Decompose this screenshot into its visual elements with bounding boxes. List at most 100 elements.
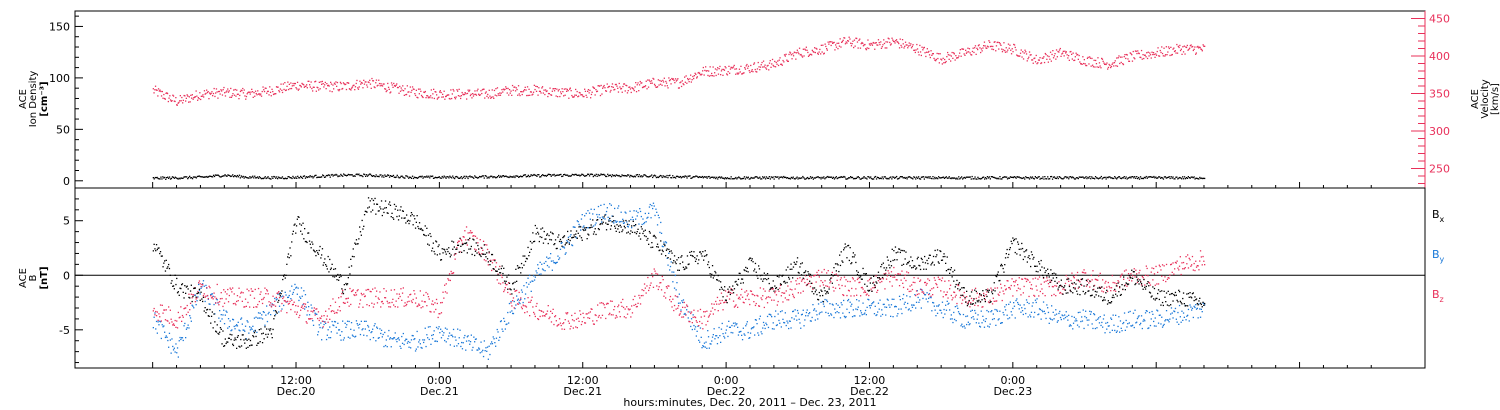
bz-point (336, 312, 338, 314)
density-point (845, 178, 847, 180)
velocity-point (262, 86, 264, 88)
velocity-point (477, 88, 479, 90)
density-point (635, 174, 637, 176)
velocity-point (318, 89, 320, 91)
bz-point (917, 277, 919, 279)
bz-point (176, 327, 179, 329)
density-point (1121, 177, 1123, 179)
velocity-point (607, 86, 609, 89)
by-point (557, 255, 559, 257)
by-point (455, 339, 457, 341)
velocity-point (751, 69, 753, 71)
by-point (656, 224, 659, 226)
by-point (357, 324, 359, 326)
bz-point (560, 324, 562, 327)
density-point (785, 177, 788, 179)
velocity-point (269, 91, 272, 93)
bz-point (448, 279, 450, 281)
by-point (851, 303, 853, 305)
by-point (287, 296, 289, 299)
by-point (588, 227, 590, 229)
density-point (462, 176, 464, 179)
by-point (880, 315, 882, 317)
velocity-point (406, 85, 408, 87)
velocity-point (269, 86, 271, 88)
velocity-point (599, 94, 602, 97)
by-point (421, 347, 423, 349)
by-point (610, 204, 612, 206)
bz-point (768, 290, 770, 292)
bz-point (735, 304, 737, 306)
by-point (164, 336, 167, 339)
density-point (498, 174, 500, 177)
bz-point (639, 303, 642, 305)
by-point (495, 345, 497, 347)
bz-point (1051, 294, 1053, 297)
bz-point (991, 289, 993, 291)
velocity-point (163, 97, 166, 100)
bz-point (554, 315, 557, 317)
velocity-point (184, 95, 186, 97)
bz-point (794, 288, 796, 290)
by-point (448, 335, 450, 337)
by-point (205, 284, 207, 287)
density-point (1079, 176, 1081, 178)
by-point (954, 306, 956, 308)
density-point (1088, 177, 1090, 179)
velocity-point (1011, 48, 1013, 50)
velocity-point (839, 38, 841, 40)
density-point (772, 176, 774, 178)
by-point (560, 242, 562, 244)
by-point (544, 270, 546, 272)
bz-point (974, 287, 977, 289)
density-point (285, 178, 287, 180)
by-point (1025, 312, 1027, 315)
density-point (1148, 176, 1150, 178)
by-point (312, 324, 315, 326)
by-point (1178, 323, 1180, 325)
velocity-point (254, 90, 257, 92)
density-point (422, 177, 424, 179)
density-point (468, 176, 470, 178)
by-point (1168, 321, 1170, 323)
velocity-point (1035, 54, 1037, 57)
by-point (877, 311, 879, 313)
velocity-point (1119, 56, 1122, 58)
velocity-point (440, 91, 442, 94)
density-point (766, 177, 769, 179)
density-point (743, 176, 746, 178)
by-point (1169, 318, 1171, 320)
bz-point (411, 301, 413, 304)
by-point (755, 319, 757, 321)
density-point (1105, 178, 1107, 180)
velocity-point (1198, 47, 1200, 49)
velocity-point (206, 91, 209, 94)
density-point (1065, 176, 1067, 178)
bz-point (342, 289, 344, 291)
by-point (244, 330, 246, 332)
density-point (508, 176, 510, 179)
density-point (263, 177, 265, 179)
bz-point (728, 290, 730, 292)
bz-point (816, 271, 818, 274)
by-point (340, 339, 342, 341)
by-point (687, 317, 689, 319)
by-point (227, 327, 229, 329)
by-point (432, 334, 434, 336)
density-point (398, 177, 400, 179)
velocity-point (612, 86, 614, 88)
by-point (898, 308, 900, 310)
bz-point (873, 281, 875, 283)
bz-point (370, 291, 372, 293)
velocity-point (1202, 44, 1204, 46)
bz-point (661, 275, 663, 278)
velocity-point (913, 49, 915, 51)
velocity-point (761, 61, 763, 64)
by-point (538, 273, 540, 276)
density-point (190, 177, 193, 179)
by-point (1194, 306, 1196, 309)
velocity-point (582, 95, 584, 98)
by-point (1115, 314, 1117, 316)
bz-point (790, 281, 792, 283)
density-point (1197, 178, 1199, 180)
